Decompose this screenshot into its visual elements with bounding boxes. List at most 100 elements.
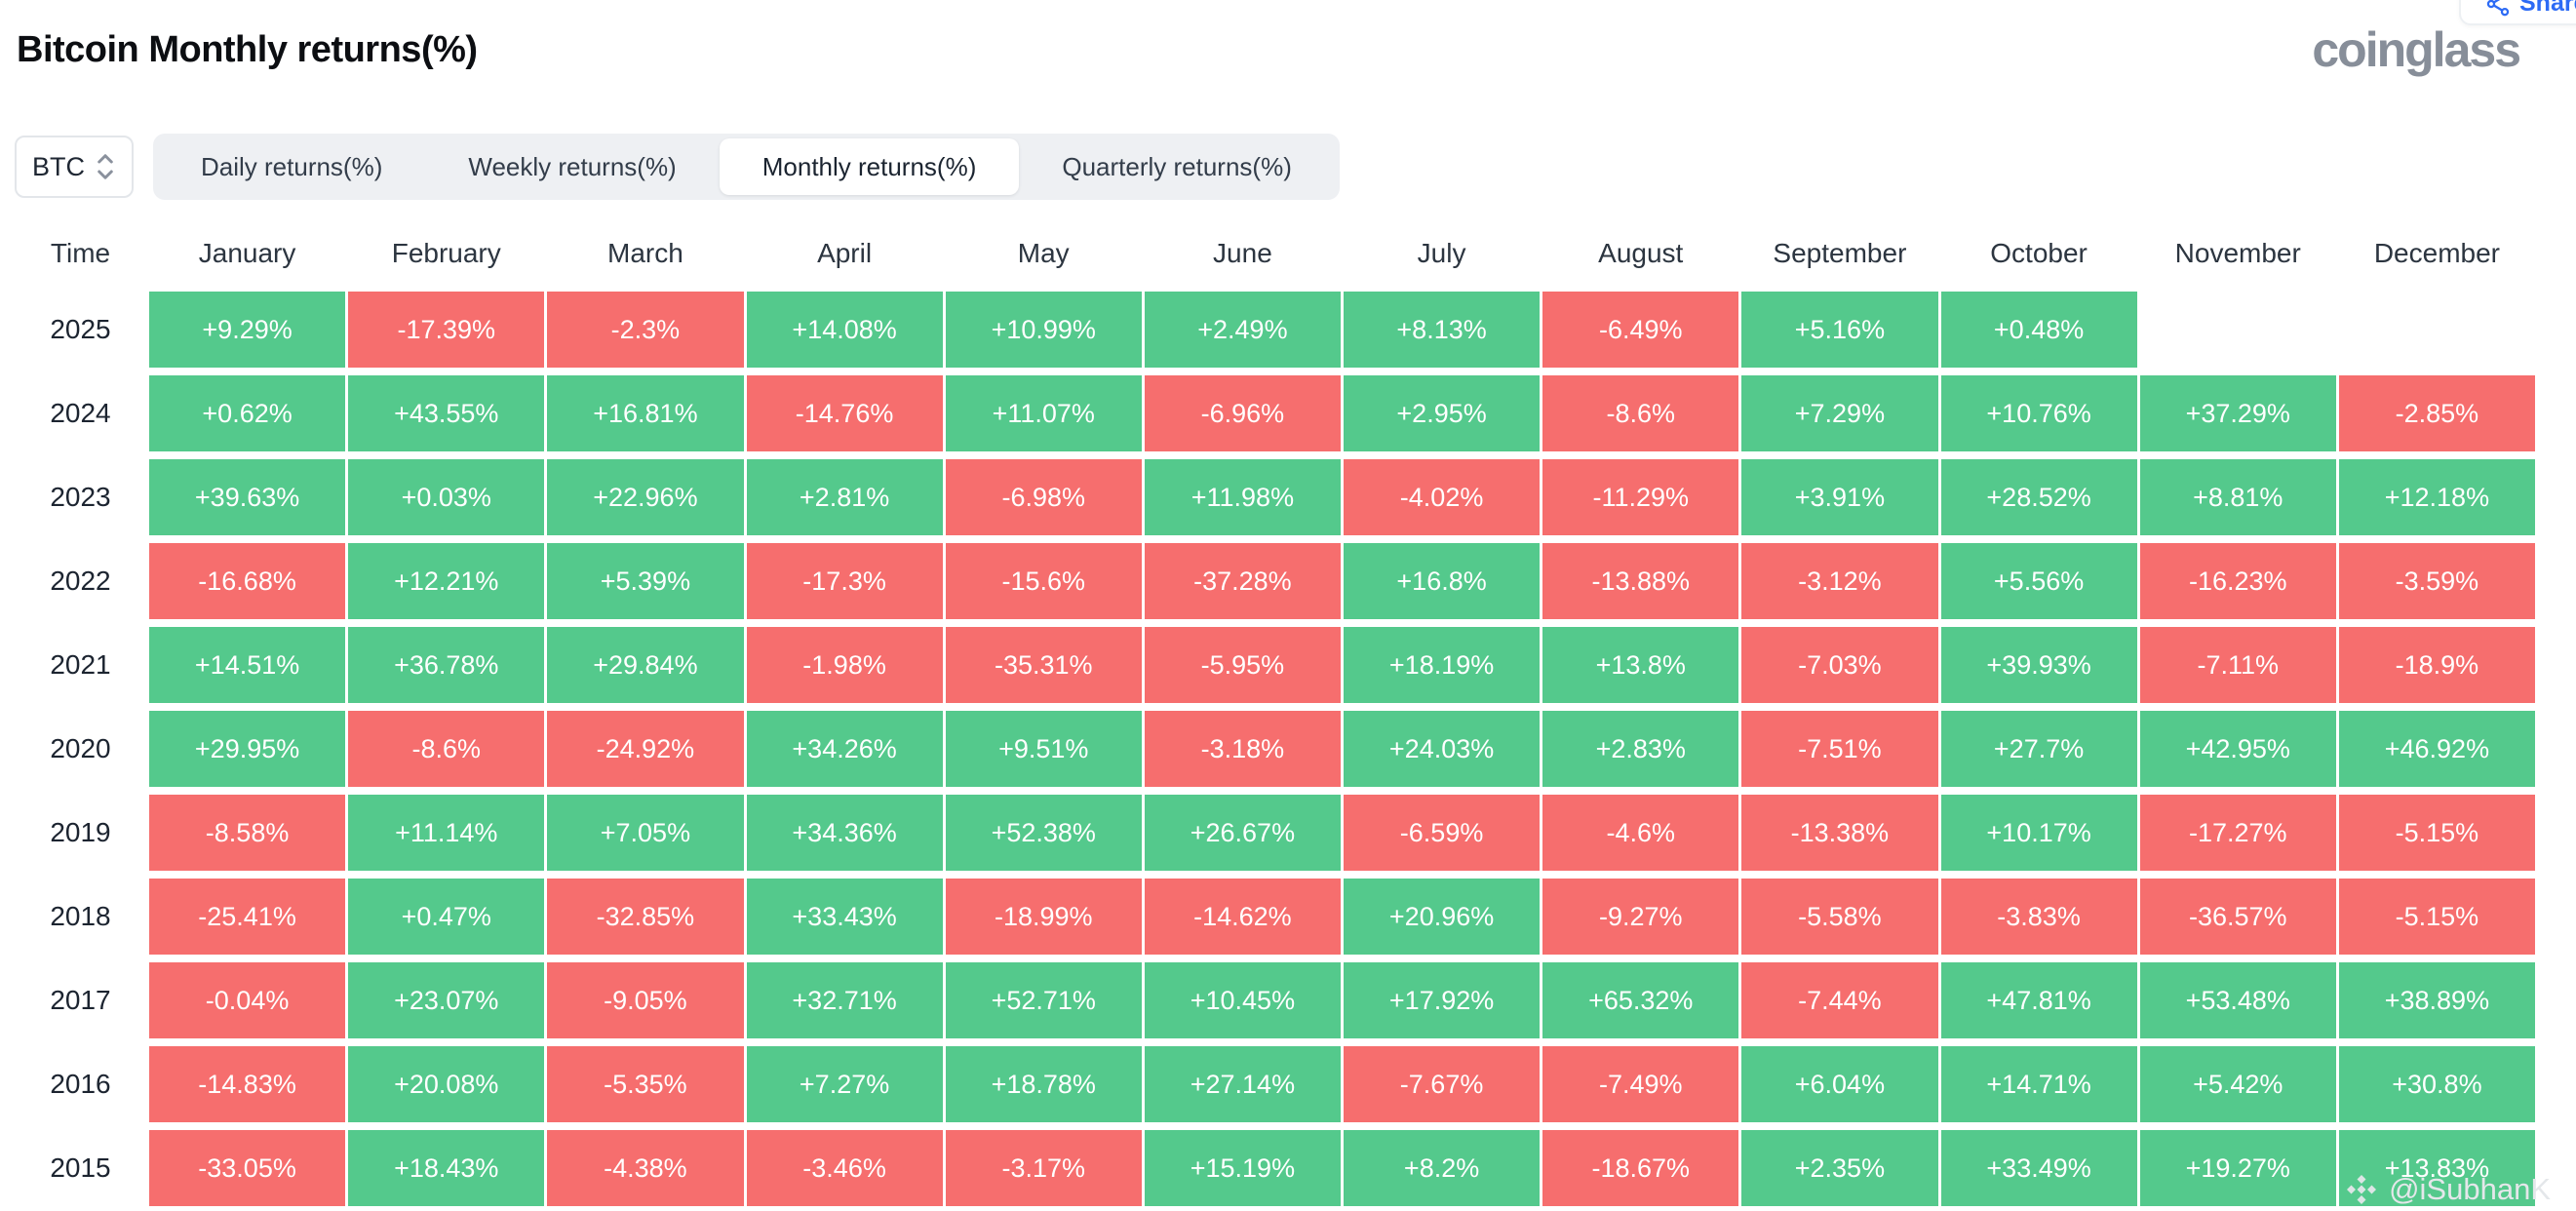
return-cell-2022-march[interactable]: +5.39%: [547, 543, 744, 619]
return-cell-2016-april[interactable]: +7.27%: [746, 1046, 943, 1122]
return-cell-2019-september[interactable]: -13.38%: [1741, 795, 1938, 871]
return-cell-2015-february[interactable]: +18.43%: [348, 1130, 545, 1206]
return-cell-2017-october[interactable]: +47.81%: [1940, 962, 2137, 1038]
return-cell-2016-august[interactable]: -7.49%: [1542, 1046, 1739, 1122]
return-cell-2021-february[interactable]: +36.78%: [348, 627, 545, 703]
return-cell-2016-september[interactable]: +6.04%: [1741, 1046, 1938, 1122]
return-cell-2018-september[interactable]: -5.58%: [1741, 879, 1938, 955]
return-cell-2019-may[interactable]: +52.38%: [945, 795, 1142, 871]
return-cell-2018-july[interactable]: +20.96%: [1344, 879, 1541, 955]
return-cell-2025-november[interactable]: [2140, 292, 2336, 368]
return-cell-2021-march[interactable]: +29.84%: [547, 627, 744, 703]
return-cell-2015-november[interactable]: +19.27%: [2139, 1130, 2336, 1206]
return-cell-2020-march[interactable]: -24.92%: [547, 711, 744, 787]
return-cell-2020-january[interactable]: +29.95%: [149, 711, 346, 787]
return-cell-2019-december[interactable]: -5.15%: [2338, 795, 2535, 871]
return-cell-2015-september[interactable]: +2.35%: [1741, 1130, 1938, 1206]
return-cell-2015-june[interactable]: +15.19%: [1144, 1130, 1341, 1206]
return-cell-2025-december[interactable]: [2339, 292, 2535, 368]
return-cell-2019-june[interactable]: +26.67%: [1144, 795, 1341, 871]
return-cell-2021-june[interactable]: -5.95%: [1144, 627, 1341, 703]
return-cell-2023-november[interactable]: +8.81%: [2139, 459, 2336, 535]
return-cell-2023-october[interactable]: +28.52%: [1940, 459, 2137, 535]
return-cell-2019-february[interactable]: +11.14%: [348, 795, 545, 871]
return-cell-2023-may[interactable]: -6.98%: [945, 459, 1142, 535]
return-cell-2022-october[interactable]: +5.56%: [1940, 543, 2137, 619]
return-cell-2019-march[interactable]: +7.05%: [547, 795, 744, 871]
return-cell-2019-august[interactable]: -4.6%: [1542, 795, 1739, 871]
return-cell-2016-november[interactable]: +5.42%: [2139, 1046, 2336, 1122]
return-cell-2023-february[interactable]: +0.03%: [348, 459, 545, 535]
return-cell-2020-october[interactable]: +27.7%: [1940, 711, 2137, 787]
return-cell-2017-june[interactable]: +10.45%: [1144, 962, 1341, 1038]
return-cell-2017-april[interactable]: +32.71%: [746, 962, 943, 1038]
return-cell-2020-september[interactable]: -7.51%: [1741, 711, 1938, 787]
return-cell-2020-august[interactable]: +2.83%: [1542, 711, 1739, 787]
return-cell-2019-april[interactable]: +34.36%: [746, 795, 943, 871]
return-cell-2025-january[interactable]: +9.29%: [149, 292, 346, 368]
return-cell-2023-july[interactable]: -4.02%: [1344, 459, 1541, 535]
tab-daily-returns[interactable]: Daily returns(%): [201, 151, 383, 181]
return-cell-2016-may[interactable]: +18.78%: [945, 1046, 1142, 1122]
return-cell-2016-october[interactable]: +14.71%: [1940, 1046, 2137, 1122]
return-cell-2019-november[interactable]: -17.27%: [2139, 795, 2336, 871]
return-cell-2021-july[interactable]: +18.19%: [1344, 627, 1541, 703]
return-cell-2017-september[interactable]: -7.44%: [1741, 962, 1938, 1038]
return-cell-2024-december[interactable]: -2.85%: [2338, 375, 2535, 451]
return-cell-2020-november[interactable]: +42.95%: [2139, 711, 2336, 787]
return-cell-2025-october[interactable]: +0.48%: [1940, 292, 2137, 368]
return-cell-2016-december[interactable]: +30.8%: [2338, 1046, 2535, 1122]
return-cell-2023-december[interactable]: +12.18%: [2338, 459, 2535, 535]
return-cell-2024-september[interactable]: +7.29%: [1741, 375, 1938, 451]
return-cell-2021-november[interactable]: -7.11%: [2139, 627, 2336, 703]
return-cell-2024-april[interactable]: -14.76%: [746, 375, 943, 451]
return-cell-2019-january[interactable]: -8.58%: [149, 795, 346, 871]
return-cell-2018-may[interactable]: -18.99%: [945, 879, 1142, 955]
return-cell-2015-october[interactable]: +33.49%: [1940, 1130, 2137, 1206]
return-cell-2015-august[interactable]: -18.67%: [1542, 1130, 1739, 1206]
return-cell-2022-january[interactable]: -16.68%: [149, 543, 346, 619]
return-cell-2022-june[interactable]: -37.28%: [1144, 543, 1341, 619]
return-cell-2025-may[interactable]: +10.99%: [945, 292, 1142, 368]
return-cell-2020-june[interactable]: -3.18%: [1144, 711, 1341, 787]
return-cell-2024-november[interactable]: +37.29%: [2139, 375, 2336, 451]
return-cell-2016-january[interactable]: -14.83%: [149, 1046, 346, 1122]
return-cell-2020-april[interactable]: +34.26%: [746, 711, 943, 787]
return-cell-2015-march[interactable]: -4.38%: [547, 1130, 744, 1206]
tab-weekly-returns[interactable]: Weekly returns(%): [468, 151, 677, 181]
return-cell-2024-february[interactable]: +43.55%: [348, 375, 545, 451]
return-cell-2015-april[interactable]: -3.46%: [746, 1130, 943, 1206]
return-cell-2020-february[interactable]: -8.6%: [348, 711, 545, 787]
return-cell-2023-april[interactable]: +2.81%: [746, 459, 943, 535]
return-cell-2024-may[interactable]: +11.07%: [945, 375, 1142, 451]
return-cell-2024-june[interactable]: -6.96%: [1144, 375, 1341, 451]
return-cell-2019-july[interactable]: -6.59%: [1344, 795, 1541, 871]
return-cell-2019-october[interactable]: +10.17%: [1940, 795, 2137, 871]
tab-monthly-returns[interactable]: Monthly returns(%): [719, 138, 1020, 195]
return-cell-2021-may[interactable]: -35.31%: [945, 627, 1142, 703]
return-cell-2018-march[interactable]: -32.85%: [547, 879, 744, 955]
return-cell-2020-may[interactable]: +9.51%: [945, 711, 1142, 787]
return-cell-2020-december[interactable]: +46.92%: [2338, 711, 2535, 787]
return-cell-2018-december[interactable]: -5.15%: [2338, 879, 2535, 955]
return-cell-2021-september[interactable]: -7.03%: [1741, 627, 1938, 703]
return-cell-2025-february[interactable]: -17.39%: [348, 292, 545, 368]
return-cell-2022-may[interactable]: -15.6%: [945, 543, 1142, 619]
return-cell-2023-august[interactable]: -11.29%: [1542, 459, 1739, 535]
return-cell-2021-august[interactable]: +13.8%: [1542, 627, 1739, 703]
return-cell-2021-december[interactable]: -18.9%: [2338, 627, 2535, 703]
return-cell-2017-november[interactable]: +53.48%: [2139, 962, 2336, 1038]
return-cell-2023-january[interactable]: +39.63%: [149, 459, 346, 535]
share-button[interactable]: Share: [2459, 0, 2576, 25]
return-cell-2022-december[interactable]: -3.59%: [2338, 543, 2535, 619]
symbol-select[interactable]: BTC: [15, 136, 134, 198]
return-cell-2017-may[interactable]: +52.71%: [945, 962, 1142, 1038]
return-cell-2018-january[interactable]: -25.41%: [149, 879, 346, 955]
return-cell-2025-march[interactable]: -2.3%: [547, 292, 744, 368]
return-cell-2023-september[interactable]: +3.91%: [1741, 459, 1938, 535]
return-cell-2024-july[interactable]: +2.95%: [1344, 375, 1541, 451]
return-cell-2015-january[interactable]: -33.05%: [149, 1130, 346, 1206]
return-cell-2022-july[interactable]: +16.8%: [1344, 543, 1541, 619]
return-cell-2024-march[interactable]: +16.81%: [547, 375, 744, 451]
return-cell-2023-march[interactable]: +22.96%: [547, 459, 744, 535]
